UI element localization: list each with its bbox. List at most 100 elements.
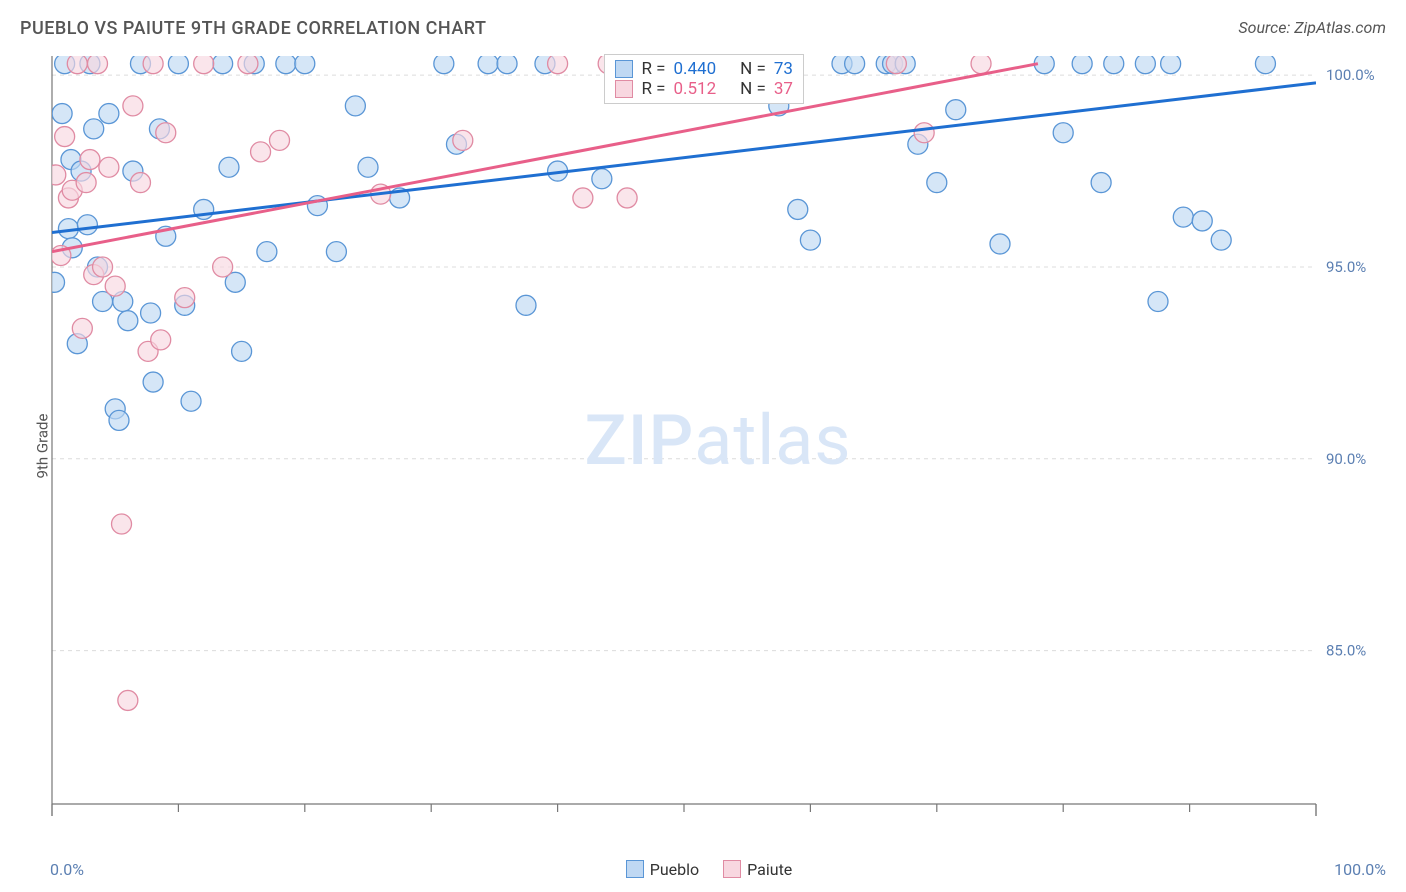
point-pueblo xyxy=(99,104,119,124)
r-label: R = xyxy=(641,79,665,99)
point-pueblo xyxy=(990,234,1010,254)
point-paiute xyxy=(453,130,473,150)
point-pueblo xyxy=(181,391,201,411)
n-label: N = xyxy=(740,79,766,99)
point-pueblo xyxy=(1072,54,1092,74)
x-tick-min: 0.0% xyxy=(50,860,84,879)
y-tick-label: 85.0% xyxy=(1326,642,1366,660)
point-pueblo xyxy=(326,242,346,262)
point-paiute xyxy=(72,318,92,338)
point-pueblo xyxy=(788,199,808,219)
point-paiute xyxy=(971,54,991,74)
point-pueblo xyxy=(845,54,865,74)
point-paiute xyxy=(80,150,100,170)
point-pueblo xyxy=(219,157,239,177)
legend-label-pueblo: Pueblo xyxy=(650,860,699,879)
point-pueblo xyxy=(52,104,72,124)
point-paiute xyxy=(76,173,96,193)
point-paiute xyxy=(270,130,290,150)
n-value: 37 xyxy=(774,79,793,99)
legend-swatch xyxy=(615,60,633,78)
point-paiute xyxy=(88,54,108,74)
point-paiute xyxy=(55,127,75,147)
point-pueblo xyxy=(800,230,820,250)
point-pueblo xyxy=(1192,211,1212,231)
point-paiute xyxy=(548,54,568,74)
point-paiute xyxy=(213,257,233,277)
point-pueblo xyxy=(84,119,104,139)
point-paiute xyxy=(130,173,150,193)
point-pueblo xyxy=(1173,207,1193,227)
y-tick-label: 90.0% xyxy=(1326,450,1366,468)
point-pueblo xyxy=(143,372,163,392)
point-paiute xyxy=(886,54,906,74)
legend-swatch-paiute xyxy=(723,860,741,878)
point-pueblo xyxy=(345,96,365,116)
point-pueblo xyxy=(232,341,252,361)
point-paiute xyxy=(118,690,138,710)
point-pueblo xyxy=(927,173,947,193)
x-axis-legend-row: 0.0% Pueblo Paiute 100.0% xyxy=(50,856,1386,882)
chart-area: 85.0%90.0%95.0%100.0% ZIPatlas R =0.440N… xyxy=(50,50,1386,832)
point-pueblo xyxy=(257,242,277,262)
r-value: 0.512 xyxy=(673,79,716,99)
point-paiute xyxy=(238,54,258,74)
point-pueblo xyxy=(50,272,65,292)
point-pueblo xyxy=(168,54,188,74)
point-pueblo xyxy=(295,54,315,74)
point-paiute xyxy=(156,123,176,143)
trendline-paiute xyxy=(52,64,1038,252)
point-paiute xyxy=(175,288,195,308)
point-paiute xyxy=(105,276,125,296)
point-pueblo xyxy=(141,303,161,323)
point-paiute xyxy=(194,54,214,74)
y-tick-label: 95.0% xyxy=(1326,258,1366,276)
point-paiute xyxy=(617,188,637,208)
point-paiute xyxy=(99,157,119,177)
point-paiute xyxy=(573,188,593,208)
legend-swatch xyxy=(615,80,633,98)
point-pueblo xyxy=(1104,54,1124,74)
point-pueblo xyxy=(592,169,612,189)
point-pueblo xyxy=(1135,54,1155,74)
chart-source: Source: ZipAtlas.com xyxy=(1238,18,1386,37)
point-paiute xyxy=(251,142,271,162)
legend-series-paiute: Paiute xyxy=(723,860,792,879)
point-pueblo xyxy=(497,54,517,74)
correlation-legend-row: R = 0.512 N = 37 xyxy=(615,79,793,99)
legend-label-paiute: Paiute xyxy=(747,860,792,879)
point-pueblo xyxy=(1148,291,1168,311)
point-pueblo xyxy=(1161,54,1181,74)
correlation-legend: R = 0.440 N = 73 R = 0.512 N = 37 xyxy=(604,54,804,104)
point-pueblo xyxy=(516,295,536,315)
point-pueblo xyxy=(946,100,966,120)
r-label: R = xyxy=(641,59,665,79)
trendline-pueblo xyxy=(52,83,1316,233)
point-pueblo xyxy=(276,54,296,74)
point-pueblo xyxy=(478,54,498,74)
point-pueblo xyxy=(77,215,97,235)
r-value: 0.440 xyxy=(673,59,716,79)
point-paiute xyxy=(67,54,87,74)
point-pueblo xyxy=(109,410,129,430)
point-pueblo xyxy=(1091,173,1111,193)
point-paiute xyxy=(50,165,66,185)
point-pueblo xyxy=(1211,230,1231,250)
point-paiute xyxy=(112,514,132,534)
point-pueblo xyxy=(213,54,233,74)
n-label: N = xyxy=(740,59,766,79)
series-legend: Pueblo Paiute xyxy=(626,860,793,879)
chart-title: PUEBLO VS PAIUTE 9TH GRADE CORRELATION C… xyxy=(20,18,486,39)
point-pueblo xyxy=(434,54,454,74)
correlation-legend-row: R = 0.440 N = 73 xyxy=(615,59,793,79)
y-tick-label: 100.0% xyxy=(1326,66,1375,84)
n-value: 73 xyxy=(774,59,793,79)
y-axis-label: 9th Grade xyxy=(33,414,51,479)
point-paiute xyxy=(914,123,934,143)
point-paiute xyxy=(143,54,163,74)
point-paiute xyxy=(151,330,171,350)
point-pueblo xyxy=(358,157,378,177)
x-tick-max: 100.0% xyxy=(1334,860,1386,879)
point-paiute xyxy=(123,96,143,116)
point-pueblo xyxy=(118,311,138,331)
